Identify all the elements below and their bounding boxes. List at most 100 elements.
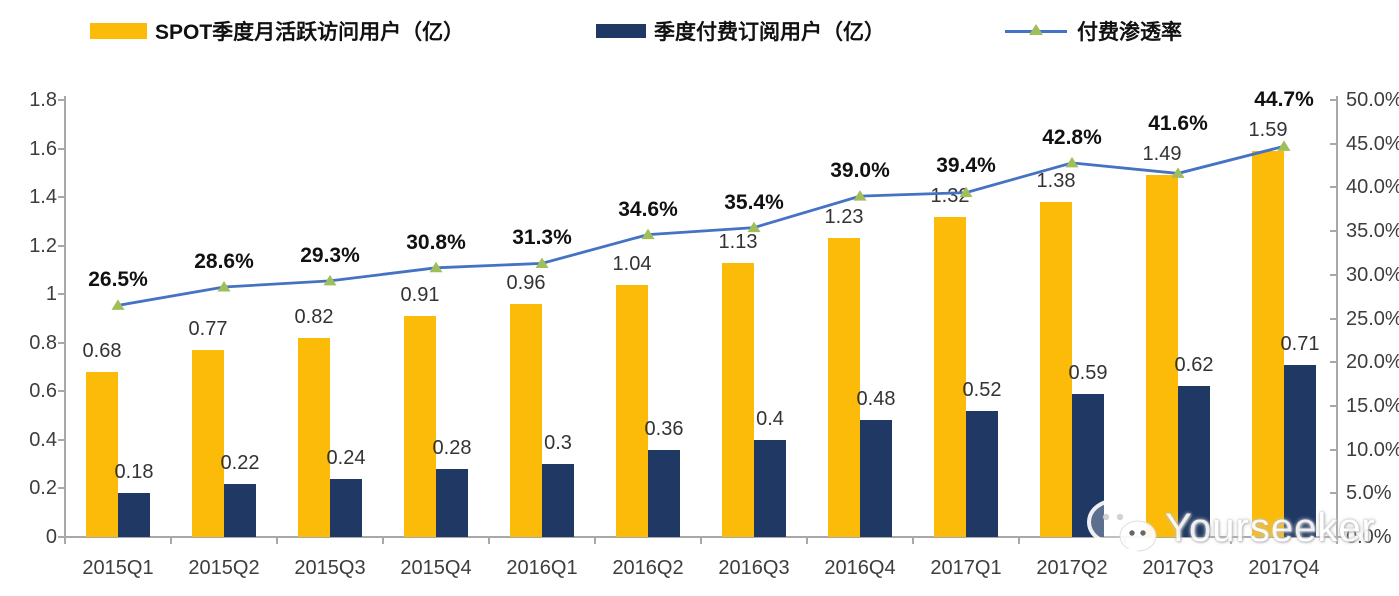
subscribers-bar-label: 0.36 (644, 417, 684, 440)
penetration-point-marker (853, 190, 867, 201)
y-axis-right-tick-label: 10.0% (1346, 438, 1399, 461)
y-axis-right-tick-label: 45.0% (1346, 132, 1399, 155)
mau-bar (298, 337, 330, 537)
watermark: Yourseeker (1083, 496, 1376, 560)
x-axis-tick (488, 537, 490, 544)
mau-bar (404, 316, 436, 537)
y-axis-left-tick-label: 0.4 (29, 428, 57, 451)
y-axis-right-tick-label: 40.0% (1346, 176, 1399, 199)
penetration-point-marker (111, 299, 125, 310)
x-axis-tick (1018, 537, 1020, 544)
x-axis-tick (64, 537, 66, 544)
mau-bar (510, 303, 542, 537)
x-axis-tick (806, 537, 808, 544)
penetration-point-label: 39.4% (936, 153, 996, 177)
y-axis-right-line (1336, 96, 1338, 538)
wechat-icon (1087, 499, 1157, 557)
y-axis-left-tick-label: 0.2 (29, 477, 57, 500)
y-axis-right-tick (1330, 536, 1337, 538)
subscribers-bar-label: 0.52 (962, 378, 1002, 401)
subscribers-bar (1072, 393, 1104, 537)
x-axis-label: 2015Q2 (188, 557, 260, 579)
legend-item-penetration: 付费渗透率 (1005, 16, 1182, 46)
subscribers-bar-label: 0.48 (856, 388, 896, 411)
mau-bar (934, 216, 966, 537)
subscribers-series-swatch (596, 24, 646, 38)
penetration-point-marker (535, 257, 549, 268)
mau-bar (1252, 150, 1284, 537)
penetration-point-marker (641, 228, 655, 240)
y-axis-left-tick-label: 0 (45, 526, 57, 548)
mau-bar (828, 238, 860, 537)
x-axis-tick (594, 537, 596, 544)
mau-bar-label: 0.96 (506, 271, 546, 294)
y-axis-left-tick-label: 0.6 (29, 380, 57, 403)
x-axis-tick (382, 537, 384, 544)
y-axis-left-tick (58, 438, 65, 441)
penetration-point-marker (217, 281, 231, 292)
x-axis-label: 2017Q2 (1036, 557, 1108, 579)
mau-bar (1040, 201, 1072, 537)
x-axis-label: 2015Q3 (294, 557, 366, 579)
penetration-point-marker (323, 274, 337, 286)
y-axis-left-tick (58, 293, 65, 296)
mau-bar-label: 0.91 (400, 284, 440, 307)
penetration-point-marker (959, 186, 973, 198)
subscribers-bar (118, 493, 150, 537)
mau-bar (192, 350, 224, 537)
x-axis-label: 2017Q4 (1248, 557, 1320, 579)
subscribers-bar (542, 464, 574, 537)
subscribers-bar (436, 469, 468, 537)
x-axis-label: 2016Q3 (718, 557, 790, 579)
mau-series-swatch (90, 23, 147, 39)
y-axis-right-tick-label: 20.0% (1346, 351, 1399, 374)
y-axis-right-tick-label: 5.0% (1346, 482, 1392, 505)
x-axis-label: 2016Q1 (506, 557, 578, 579)
subscribers-bar (860, 420, 892, 537)
penetration-point-label: 39.0% (830, 159, 890, 183)
subscribers-bar-label: 0.71 (1280, 332, 1320, 355)
subscribers-bar (1178, 386, 1210, 537)
x-axis-tick (1336, 537, 1338, 544)
mau-bar (722, 262, 754, 537)
mau-bar (86, 371, 118, 537)
y-axis-right-tick (1330, 492, 1337, 495)
y-axis-left-tick-label: 1.4 (29, 186, 57, 209)
penetration-point-label: 35.4% (724, 190, 784, 214)
x-axis-label: 2017Q3 (1142, 557, 1214, 579)
mau-bar-label: 0.77 (188, 318, 228, 341)
penetration-series-label: 付费渗透率 (1077, 21, 1182, 44)
x-axis-label: 2016Q2 (612, 557, 684, 579)
subscribers-bar-label: 0.59 (1068, 361, 1108, 384)
y-axis-right-tick-label: 0.0% (1346, 526, 1392, 548)
y-axis-right-tick (1330, 448, 1337, 451)
penetration-point-marker (747, 221, 761, 233)
subscribers-bar (330, 478, 362, 537)
y-axis-right-tick (1330, 273, 1337, 276)
legend-item-subscribers: 季度付费订阅用户（亿） (596, 16, 885, 46)
mau-bar-label: 1.49 (1142, 143, 1182, 166)
y-axis-left-tick (58, 147, 65, 150)
subscribers-bar-label: 0.4 (756, 407, 784, 430)
mau-bar-label: 0.82 (294, 305, 334, 328)
penetration-line-swatch (1005, 24, 1067, 38)
y-axis-left-tick (58, 341, 65, 344)
subscribers-bar-label: 0.18 (114, 461, 154, 484)
y-axis-right-tick (1330, 404, 1337, 407)
mau-bar (1146, 175, 1178, 537)
y-axis-right-tick-label: 50.0% (1346, 89, 1399, 111)
x-axis-label: 2016Q4 (824, 557, 896, 579)
mau-bar-label: 1.59 (1248, 118, 1288, 141)
subscribers-bar (754, 439, 786, 537)
penetration-point-label: 30.8% (406, 230, 466, 254)
subscribers-bar (648, 449, 680, 537)
mau-bar-label: 1.32 (930, 184, 970, 207)
penetration-point-label: 26.5% (88, 268, 148, 292)
y-axis-left-tick-label: 1 (45, 283, 57, 306)
mau-bar-label: 1.13 (718, 230, 758, 253)
x-axis-label: 2015Q1 (82, 557, 154, 579)
y-axis-left-tick-label: 1.2 (29, 234, 57, 257)
penetration-point-label: 31.3% (512, 226, 572, 250)
